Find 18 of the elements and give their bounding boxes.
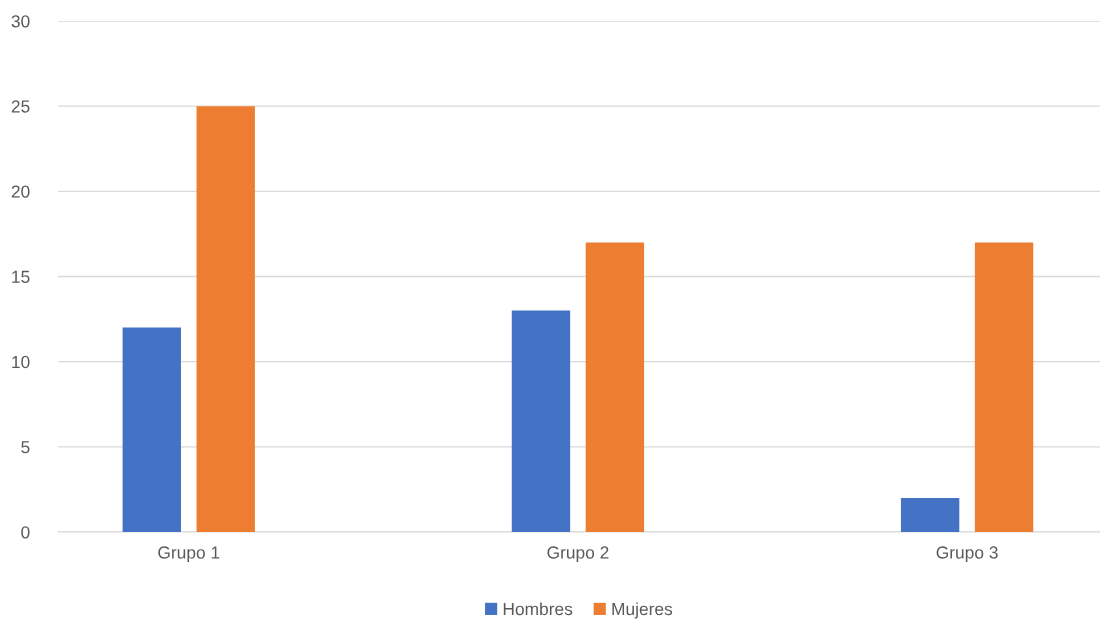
bar [585,242,645,532]
x-tick-label: Grupo 3 [936,546,998,563]
y-tick-label: 0 [21,526,30,539]
legend-label: Mujeres [612,602,673,619]
y-tick-label: 15 [12,270,30,283]
y-tick-label: 25 [11,100,30,113]
bar [122,327,181,532]
bar [900,497,960,532]
y-tick-label: 20 [11,185,30,198]
bar [511,310,571,532]
y-tick-label: 5 [21,441,30,454]
bar [974,242,1034,532]
bar [196,106,255,532]
y-tick-label: 10 [12,355,30,369]
y-tick-label: 30 [11,15,30,28]
legend-label: Hombres [503,602,573,616]
x-tick-label: Grupo 1 [158,546,220,563]
x-tick-label: Grupo 2 [547,546,609,563]
